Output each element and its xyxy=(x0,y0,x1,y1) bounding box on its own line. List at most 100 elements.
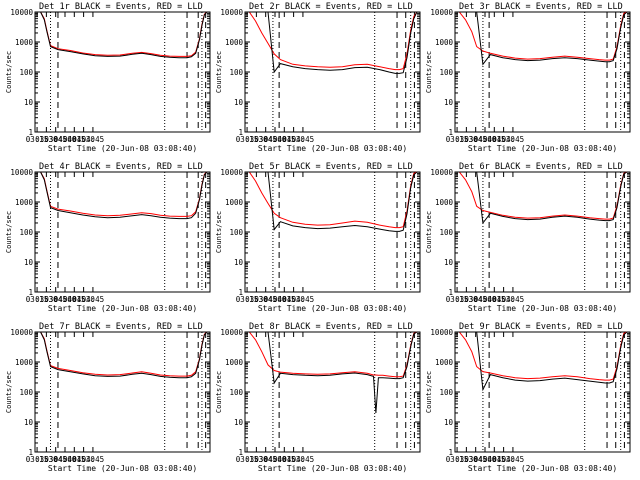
detector-panel-4r: Det 4r BLACK = Events, RED = LLD 1 10 100 10… xyxy=(5,162,211,313)
x-axis-label: Start Time (20-Jun-08 03:08:40) xyxy=(258,144,407,153)
plot-frame xyxy=(244,331,421,453)
y-tick-label: 10 xyxy=(444,418,454,427)
x-tick-label: 04:00 xyxy=(474,295,497,304)
series-line-events xyxy=(245,171,420,232)
x-tick-label: 03:30 xyxy=(455,295,478,304)
y-tick-label: 10 xyxy=(444,98,454,107)
y-tick-label: 1 xyxy=(238,288,243,297)
x-tick-label: 04:15 xyxy=(63,455,86,464)
panel-title: Det 9r BLACK = Events, RED = LLD xyxy=(459,322,623,332)
x-tick-label: 03:45 xyxy=(44,135,67,144)
x-tick-label: 04:45 xyxy=(82,135,105,144)
y-tick-label: 10000 xyxy=(220,168,243,177)
y-tick-label: 1 xyxy=(448,128,453,137)
y-tick-label: 1000 xyxy=(15,38,34,47)
series-line-events xyxy=(35,171,210,220)
y-tick-label: 1000 xyxy=(225,198,244,207)
y-tick-label: 1 xyxy=(448,448,453,457)
detector-panel-5r: Det 5r BLACK = Events, RED = LLD 1 10 100 10… xyxy=(215,162,421,313)
y-axis-label: Counts/sec xyxy=(5,51,13,93)
y-axis-label: Counts/sec xyxy=(425,211,433,253)
x-tick-label: 03:30 xyxy=(455,455,478,464)
panel-title: Det 6r BLACK = Events, RED = LLD xyxy=(459,162,623,172)
y-tick-label: 1 xyxy=(238,448,243,457)
y-tick-label: 10000 xyxy=(430,8,453,17)
y-tick-label: 1 xyxy=(28,288,33,297)
y-tick-label: 10 xyxy=(24,98,34,107)
y-tick-label: 10 xyxy=(234,98,244,107)
panel-title: Det 7r BLACK = Events, RED = LLD xyxy=(39,322,203,332)
panel-title: Det 2r BLACK = Events, RED = LLD xyxy=(249,2,413,12)
y-axis-label: Counts/sec xyxy=(425,371,433,413)
x-tick-label: 04:30 xyxy=(72,135,95,144)
panel-title: Det 4r BLACK = Events, RED = LLD xyxy=(39,162,203,172)
plot-frame xyxy=(34,331,211,453)
x-tick-label: 04:30 xyxy=(72,455,95,464)
y-tick-label: 10 xyxy=(444,258,454,267)
x-tick-label: 04:15 xyxy=(273,295,296,304)
x-axis-label: Start Time (20-Jun-08 03:08:40) xyxy=(48,464,197,473)
y-tick-label: 1000 xyxy=(435,358,454,367)
x-tick-label: 04:15 xyxy=(63,295,86,304)
y-tick-label: 10000 xyxy=(220,8,243,17)
series-line-events xyxy=(455,11,630,66)
x-tick-label: 03:15 xyxy=(236,295,259,304)
plot-frame xyxy=(454,331,631,453)
y-tick-label: 100 xyxy=(19,228,33,237)
x-tick-label: 03:45 xyxy=(464,295,487,304)
x-tick-label: 03:30 xyxy=(245,135,268,144)
x-tick-label: 04:00 xyxy=(264,135,287,144)
x-tick-label: 03:30 xyxy=(245,295,268,304)
x-tick-label: 04:30 xyxy=(282,135,305,144)
y-tick-label: 10 xyxy=(24,258,34,267)
series-line-events xyxy=(35,11,210,59)
x-tick-label: 04:15 xyxy=(483,295,506,304)
y-tick-label: 1 xyxy=(238,128,243,137)
plot-frame xyxy=(454,171,631,293)
y-axis-label: Counts/sec xyxy=(215,211,223,253)
x-tick-label: 04:00 xyxy=(474,135,497,144)
series-line-events xyxy=(245,331,420,414)
x-tick-label: 03:45 xyxy=(44,455,67,464)
x-tick-label: 04:45 xyxy=(502,135,525,144)
x-tick-label: 03:45 xyxy=(254,295,277,304)
y-tick-label: 10000 xyxy=(220,328,243,337)
plot-frame xyxy=(34,11,211,133)
y-tick-label: 1000 xyxy=(225,38,244,47)
series-line-lld xyxy=(245,11,420,71)
x-tick-label: 04:30 xyxy=(492,135,515,144)
x-tick-label: 04:00 xyxy=(264,455,287,464)
series-line-events xyxy=(35,331,210,379)
x-tick-label: 03:15 xyxy=(446,295,469,304)
x-tick-label: 03:15 xyxy=(446,135,469,144)
detector-panel-7r: Det 7r BLACK = Events, RED = LLD 1 10 100 10… xyxy=(5,322,211,473)
x-tick-label: 04:30 xyxy=(282,455,305,464)
y-tick-label: 10000 xyxy=(10,168,33,177)
x-tick-label: 04:45 xyxy=(82,295,105,304)
x-tick-label: 04:15 xyxy=(483,455,506,464)
y-tick-label: 10 xyxy=(234,418,244,427)
x-tick-label: 04:30 xyxy=(492,295,515,304)
x-axis-label: Start Time (20-Jun-08 03:08:40) xyxy=(468,304,617,313)
x-axis-label: Start Time (20-Jun-08 03:08:40) xyxy=(258,304,407,313)
y-tick-label: 100 xyxy=(439,388,453,397)
y-tick-label: 100 xyxy=(439,228,453,237)
series-line-events xyxy=(455,331,630,392)
detector-panel-6r: Det 6r BLACK = Events, RED = LLD 1 10 100 10… xyxy=(425,162,631,313)
x-tick-label: 03:45 xyxy=(254,455,277,464)
series-line-events xyxy=(245,11,420,74)
y-axis-label: Counts/sec xyxy=(215,371,223,413)
x-tick-label: 04:00 xyxy=(264,295,287,304)
y-tick-label: 10000 xyxy=(430,168,453,177)
plot-frame xyxy=(244,171,421,293)
y-tick-label: 10000 xyxy=(10,8,33,17)
x-tick-label: 03:15 xyxy=(236,135,259,144)
x-tick-label: 04:15 xyxy=(273,455,296,464)
x-tick-label: 04:30 xyxy=(72,295,95,304)
y-tick-label: 10 xyxy=(234,258,244,267)
detector-panel-9r: Det 9r BLACK = Events, RED = LLD 1 10 100 10… xyxy=(425,322,631,473)
panel-title: Det 8r BLACK = Events, RED = LLD xyxy=(249,322,413,332)
x-tick-label: 03:45 xyxy=(44,295,67,304)
x-tick-label: 03:15 xyxy=(26,455,49,464)
y-tick-label: 10000 xyxy=(430,328,453,337)
